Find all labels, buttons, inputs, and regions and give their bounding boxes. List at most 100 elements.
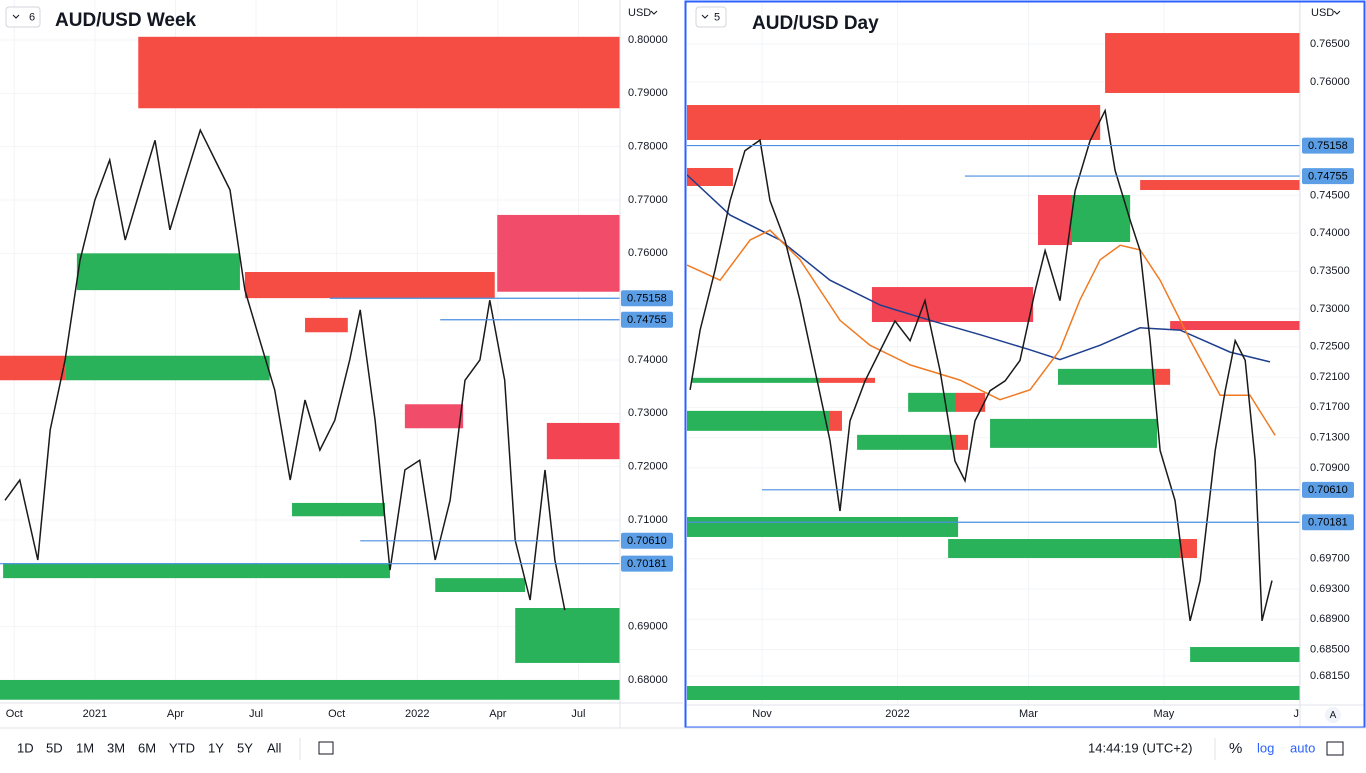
y-tick-label: 0.76000 [628, 247, 668, 259]
y-tick-label: 0.68500 [1310, 643, 1350, 655]
bottom-toolbar: 14:44:19 (UTC+2) % log auto 1D 5D 1M 3M 6M YT… [17, 738, 1344, 760]
price-tag-label: 0.70610 [1308, 484, 1348, 496]
range-button[interactable]: 5D [46, 740, 63, 755]
range-button[interactable]: 3M [107, 740, 125, 755]
range-button[interactable]: 1M [76, 740, 94, 755]
zone [305, 317, 348, 333]
y-tick-label: 0.74500 [1310, 189, 1350, 201]
range-button[interactable]: 1D [17, 740, 34, 755]
price-tag [1302, 168, 1354, 185]
zone [687, 410, 830, 431]
clock: 14:44:19 (UTC+2) [1088, 740, 1192, 755]
price-line [689, 108, 1273, 621]
price-tag [621, 311, 673, 328]
legend-toggle[interactable] [5, 6, 41, 28]
range-button[interactable]: 1Y [208, 740, 224, 755]
price-tag [621, 290, 673, 307]
zone [292, 502, 386, 517]
y-tick-label: 0.76500 [1310, 38, 1350, 50]
scale-mode-button[interactable] [1325, 707, 1341, 723]
y-tick-label: 0.74000 [1310, 227, 1350, 239]
currency[interactable]: USD [628, 7, 651, 19]
y-tick-label: 0.68900 [1310, 613, 1350, 625]
chart-title: AUD/USD Day [752, 13, 879, 34]
zone [687, 105, 1101, 140]
moving-average [687, 174, 1271, 363]
y-tick-label: 0.71700 [1310, 401, 1350, 413]
y-tick-label: 0.69000 [628, 621, 668, 633]
y-tick-label: 0.68000 [628, 674, 668, 686]
x-tick-label: Mar [1019, 708, 1038, 720]
chevron [701, 14, 709, 19]
y-tick-label: 0.72100 [1310, 371, 1350, 383]
zone [435, 578, 526, 592]
zone [65, 355, 270, 381]
zone [1105, 33, 1300, 93]
price-tag-label: 0.70610 [627, 535, 667, 547]
chevron [1333, 10, 1341, 15]
zone [819, 377, 876, 383]
zone [244, 272, 495, 299]
range-button[interactable]: 6M [138, 740, 156, 755]
plot-area [687, 2, 1300, 705]
price-tag-label: 0.70181 [1308, 517, 1348, 529]
settings-icon[interactable] [1326, 741, 1344, 756]
x-tick-label: Nov [752, 708, 772, 720]
x-tick-label: Oct [6, 708, 23, 720]
zone [1071, 195, 1131, 243]
y-tick-label: 0.68150 [1310, 670, 1350, 682]
legend-toggle[interactable] [695, 6, 727, 28]
date-range-icon[interactable] [318, 741, 334, 755]
x-tick-label: Ju [1294, 708, 1306, 720]
zone [687, 167, 733, 187]
zone [1190, 647, 1300, 663]
right-header: 5 AUD/USD Day USD A [695, 6, 1341, 723]
price-tag [1302, 137, 1354, 154]
zone [1038, 195, 1072, 246]
price-tag-label: 0.70181 [627, 558, 667, 570]
zone [692, 377, 820, 383]
y-tick-label: 0.71000 [628, 514, 668, 526]
y-tick-label: 0.76000 [1310, 76, 1350, 88]
zone [687, 686, 1300, 701]
zone [1155, 368, 1171, 385]
zone [515, 608, 620, 663]
percent-button[interactable]: % [1229, 740, 1242, 757]
x-tick-label: 2022 [885, 708, 909, 720]
zone [1057, 368, 1156, 385]
zone [954, 434, 969, 450]
zone [138, 36, 620, 109]
price-tag [621, 555, 673, 572]
x-tick-label: 2021 [83, 708, 107, 720]
range-button[interactable]: All [267, 740, 282, 755]
scale-mode: A [1330, 710, 1337, 721]
x-tick-label: Apr [167, 708, 184, 720]
price-tag-label: 0.74755 [627, 314, 667, 326]
zone [871, 287, 1034, 323]
zone [0, 355, 66, 381]
y-tick-label: 0.74000 [628, 354, 668, 366]
log-button[interactable]: log [1257, 740, 1274, 755]
auto-button[interactable]: auto [1290, 740, 1315, 755]
y-tick-label: 0.80000 [628, 34, 668, 46]
x-tick-label: Jul [571, 708, 585, 720]
zone [829, 410, 842, 431]
range-button[interactable]: YTD [169, 740, 195, 755]
price-line [4, 128, 566, 611]
zone [404, 404, 464, 429]
zone [546, 422, 620, 460]
zone [954, 392, 986, 412]
price-tag [1302, 481, 1354, 498]
y-tick-label: 0.73500 [1310, 265, 1350, 277]
zone [990, 418, 1158, 448]
currency[interactable]: USD [1311, 7, 1334, 19]
x-tick-label: Apr [489, 708, 506, 720]
y-tick-label: 0.71300 [1310, 431, 1350, 443]
price-tag [621, 532, 673, 549]
range-button[interactable]: 5Y [237, 740, 253, 755]
x-tick-label: 2022 [405, 708, 429, 720]
zone [76, 253, 240, 291]
y-tick-label: 0.78000 [628, 141, 668, 153]
plot-area [0, 0, 620, 700]
